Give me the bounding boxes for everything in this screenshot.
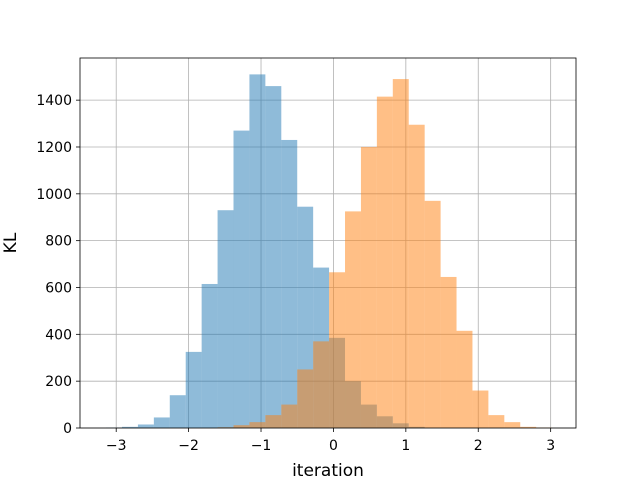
- histogram-bar: [313, 341, 330, 428]
- histogram-bar: [281, 139, 298, 428]
- histogram-bar: [456, 330, 473, 428]
- histogram-bar: [424, 200, 441, 428]
- histogram-bar: [329, 272, 346, 428]
- y-tick-label: 0: [63, 421, 72, 437]
- histogram-bar: [249, 74, 266, 429]
- histogram-bar: [488, 415, 505, 428]
- histogram-bar: [440, 276, 457, 428]
- histogram-bar: [233, 425, 250, 428]
- axes-frame: [79, 57, 577, 429]
- y-tick-label: 200: [45, 374, 72, 390]
- histogram-bar: [281, 404, 298, 428]
- histogram-bar: [376, 96, 393, 428]
- histogram-bar: [472, 390, 489, 428]
- y-tick-label: 600: [45, 280, 72, 296]
- histogram-bar: [249, 422, 266, 428]
- histogram-bar: [217, 210, 234, 428]
- y-tick-label: 400: [45, 327, 72, 343]
- x-tick-label: −3: [106, 438, 127, 454]
- x-tick-label: −2: [178, 438, 199, 454]
- histogram-bar: [153, 417, 170, 428]
- y-axis-label: KL: [1, 232, 21, 253]
- x-tick-label: 3: [546, 438, 555, 454]
- histogram-bar: [169, 395, 186, 428]
- histogram-bar: [520, 426, 537, 428]
- x-tick-label: 0: [329, 438, 338, 454]
- histogram-bar: [201, 283, 218, 428]
- histogram-bar: [265, 86, 282, 429]
- x-tick-label: 2: [474, 438, 483, 454]
- histogram-bar: [121, 426, 138, 428]
- histogram-series-2: [217, 79, 553, 428]
- y-tick-label: 800: [45, 234, 72, 250]
- histogram-bar: [297, 369, 314, 428]
- axis-ticks: −3 −2 −1 0 1 2 3 0 200 400 600 800 1000 1200 1400: [36, 93, 555, 454]
- histogram-bar: [408, 124, 425, 428]
- histogram-bar: [345, 211, 361, 428]
- histogram-bar: [392, 79, 409, 428]
- histogram-bar: [137, 424, 154, 428]
- histogram-bar: [265, 415, 282, 428]
- x-tick-label: 1: [401, 438, 410, 454]
- histogram-bars: [106, 74, 553, 429]
- x-axis-label: iteration: [292, 461, 364, 480]
- histogram-bar: [504, 422, 521, 428]
- y-tick-label: 1200: [36, 140, 72, 156]
- histogram-bar: [233, 130, 250, 428]
- x-tick-label: −1: [251, 438, 272, 454]
- histogram-bar: [360, 146, 377, 428]
- y-tick-label: 1000: [36, 187, 72, 203]
- y-tick-label: 1400: [36, 93, 72, 109]
- histogram-bar: [185, 351, 202, 428]
